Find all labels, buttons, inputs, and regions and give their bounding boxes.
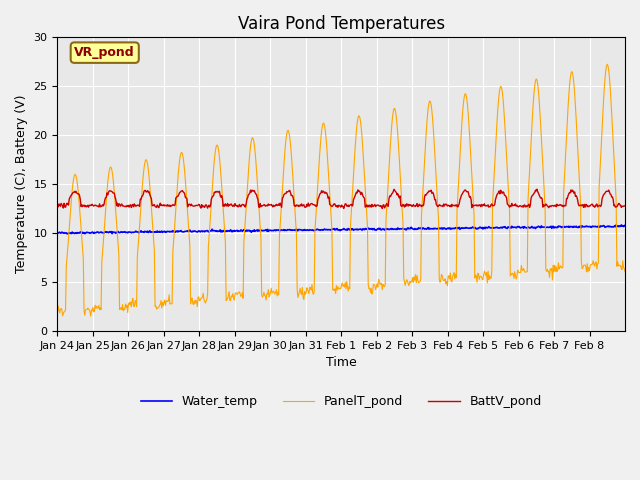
PanelT_pond bbox=[253, 178, 261, 183]
BattV_pond bbox=[274, 203, 282, 208]
Legend: Water_temp, PanelT_pond, BattV_pond: Water_temp, PanelT_pond, BattV_pond bbox=[136, 390, 547, 413]
PanelT_pond bbox=[225, 289, 233, 295]
BattV_pond bbox=[54, 204, 61, 209]
PanelT_pond bbox=[87, 313, 95, 319]
Water_temp bbox=[54, 230, 61, 236]
PanelT_pond bbox=[621, 269, 629, 275]
Title: Vaira Pond Temperatures: Vaira Pond Temperatures bbox=[237, 15, 445, 33]
BattV_pond bbox=[120, 204, 128, 209]
Water_temp bbox=[618, 222, 625, 228]
Water_temp bbox=[253, 227, 261, 233]
Water_temp bbox=[63, 231, 71, 237]
PanelT_pond bbox=[604, 61, 611, 67]
PanelT_pond bbox=[401, 279, 408, 285]
Line: PanelT_pond: PanelT_pond bbox=[58, 64, 625, 316]
BattV_pond bbox=[401, 204, 408, 210]
Y-axis label: Temperature (C), Battery (V): Temperature (C), Battery (V) bbox=[15, 95, 28, 273]
BattV_pond bbox=[433, 202, 440, 207]
BattV_pond bbox=[621, 203, 629, 209]
PanelT_pond bbox=[121, 307, 129, 312]
BattV_pond bbox=[378, 205, 386, 211]
PanelT_pond bbox=[54, 310, 61, 316]
Water_temp bbox=[225, 228, 233, 234]
Line: BattV_pond: BattV_pond bbox=[58, 189, 625, 208]
Line: Water_temp: Water_temp bbox=[58, 225, 625, 234]
BattV_pond bbox=[533, 186, 541, 192]
Text: VR_pond: VR_pond bbox=[74, 46, 135, 59]
PanelT_pond bbox=[275, 292, 282, 298]
BattV_pond bbox=[225, 204, 232, 209]
BattV_pond bbox=[253, 192, 260, 198]
Water_temp bbox=[621, 222, 629, 228]
Water_temp bbox=[433, 226, 440, 231]
Water_temp bbox=[121, 229, 129, 235]
PanelT_pond bbox=[433, 178, 440, 184]
X-axis label: Time: Time bbox=[326, 356, 356, 369]
Water_temp bbox=[401, 226, 408, 232]
Water_temp bbox=[275, 227, 282, 233]
